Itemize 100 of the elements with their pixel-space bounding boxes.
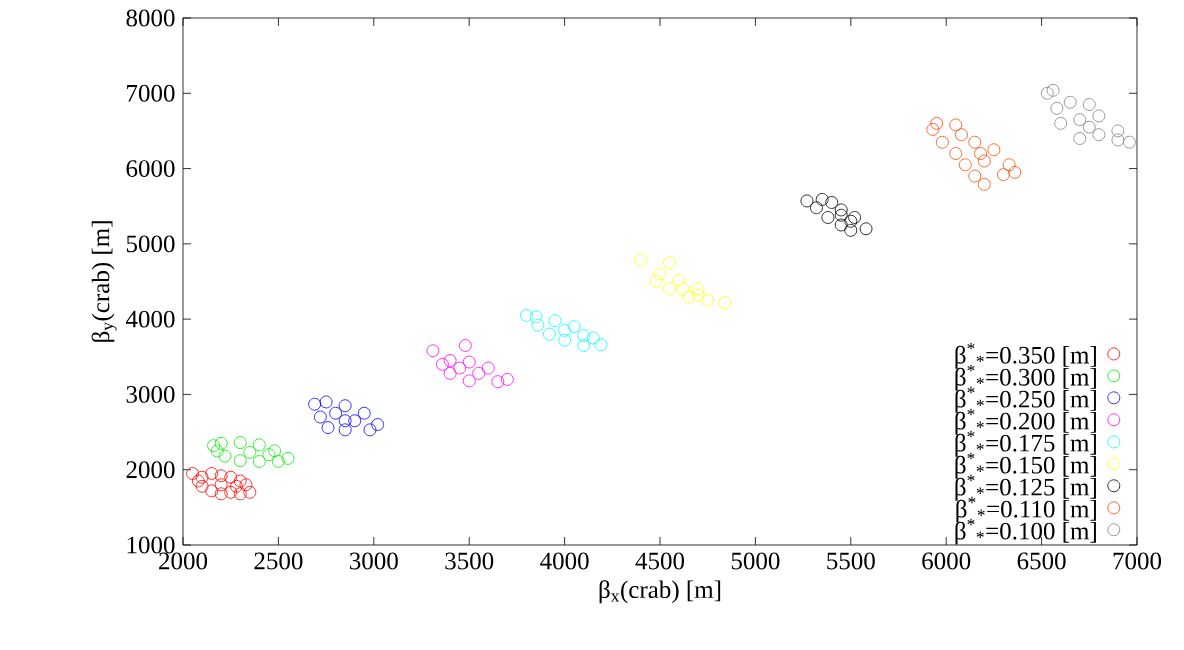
point (520, 308, 533, 322)
point (958, 158, 972, 172)
point (308, 397, 322, 411)
point (653, 267, 667, 281)
point (531, 318, 545, 332)
point (205, 467, 219, 480)
point (243, 485, 257, 499)
point (472, 366, 486, 380)
point (491, 375, 505, 389)
point (663, 282, 676, 296)
y-tick-label: 4000 (125, 310, 175, 328)
point (462, 355, 476, 369)
point (195, 479, 209, 493)
point (462, 374, 476, 388)
point (252, 438, 266, 452)
point (810, 201, 823, 215)
point (691, 282, 705, 296)
point (955, 128, 968, 142)
point (691, 288, 705, 302)
point (968, 169, 982, 183)
point (458, 339, 472, 352)
point (594, 338, 608, 352)
point (214, 487, 228, 501)
point (268, 444, 281, 458)
point (558, 333, 571, 347)
point (233, 436, 247, 449)
point (207, 439, 220, 453)
point (453, 361, 467, 375)
point (682, 290, 696, 303)
point (821, 211, 835, 224)
point (233, 454, 247, 468)
point (313, 410, 327, 424)
point (1008, 165, 1022, 179)
point (500, 372, 514, 386)
x-tick-label: 4000 (540, 552, 589, 570)
x-tick-label: 3500 (445, 552, 494, 570)
point (243, 445, 257, 459)
point (834, 203, 848, 217)
point (1092, 109, 1106, 123)
point (195, 470, 209, 484)
y-tick-label: 7000 (127, 84, 175, 102)
point (834, 218, 848, 232)
point (935, 135, 949, 149)
point (262, 448, 276, 462)
x-tick-label: 5000 (731, 552, 780, 570)
point (1046, 83, 1060, 97)
y-tick-label: 3000 (126, 385, 175, 403)
point (1054, 116, 1068, 130)
point (577, 329, 591, 343)
point (338, 399, 352, 413)
point (281, 452, 295, 465)
point (338, 423, 352, 437)
point (224, 485, 238, 499)
point (224, 470, 238, 484)
point (1111, 133, 1125, 147)
y-tick-label: 8000 (126, 9, 175, 27)
point (319, 395, 333, 409)
point (558, 324, 571, 337)
point (548, 314, 562, 328)
x-tick-label: 4500 (635, 552, 685, 570)
point (676, 282, 690, 296)
point (214, 478, 228, 492)
point (214, 469, 228, 483)
point (977, 154, 991, 168)
point (800, 194, 814, 208)
point (1111, 124, 1125, 138)
x-tick-label: 2500 (254, 552, 303, 570)
point (1082, 120, 1096, 134)
point (214, 436, 228, 450)
point (1002, 158, 1016, 172)
point (481, 361, 495, 375)
point (977, 177, 991, 191)
point (577, 339, 591, 352)
point (443, 354, 457, 367)
y-axis-title: β$_{y}$(crab) [m] (91, 221, 117, 342)
point (987, 143, 1001, 157)
point (338, 414, 352, 428)
point (649, 275, 663, 288)
point (252, 455, 266, 468)
point (974, 147, 987, 160)
x-tick-label: 7000 (1113, 552, 1162, 570)
point (586, 331, 600, 345)
point (949, 147, 963, 160)
point (997, 168, 1010, 181)
point (1122, 135, 1136, 149)
point (718, 296, 732, 309)
point (1082, 98, 1096, 111)
point (542, 327, 556, 341)
point (233, 487, 247, 501)
point (233, 474, 247, 488)
point (844, 223, 858, 237)
point (218, 449, 232, 463)
point (1063, 95, 1077, 109)
point (672, 273, 686, 287)
point (210, 444, 224, 458)
point (848, 211, 862, 224)
x-tick-label: 5500 (827, 552, 875, 570)
point (1092, 128, 1106, 142)
y-tick-label: 1000 (127, 536, 175, 554)
x-tick-label: 2000 (159, 552, 208, 570)
